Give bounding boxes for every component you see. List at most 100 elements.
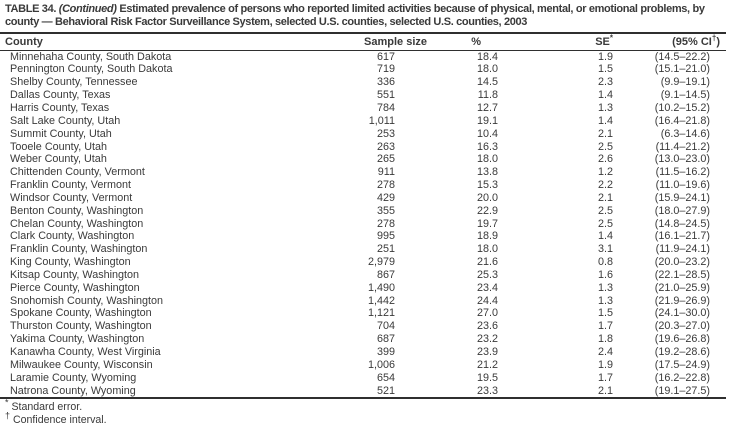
cell-ci: (19.6–26.8) [654,333,710,346]
footnote-marker-dagger: † [5,410,11,421]
cell-ci: (20.3–27.0) [654,320,710,333]
cell-sample-size: 1,121 [367,307,395,320]
cell-sample-size: 995 [376,230,395,243]
cell-ci: (16.1–21.7) [654,230,710,243]
cell-percent: 27.0 [476,307,498,320]
footnote-marker-asterisk: * [5,397,9,408]
footnote-text: Confidence interval. [12,413,107,426]
cell-sample-size: 355 [376,204,395,217]
cell-county: Yakima County, Washington [10,333,145,346]
cell-sample-size: 1,490 [367,281,395,294]
table-row: Windsor County, Vermont 429 20.0 2.1 (15.9–2… [0,192,726,205]
cell-sample-size: 719 [376,63,395,76]
cell-se: 1.7 [597,320,613,333]
table-title: TABLE 34. (Continued) Estimated prevalen… [0,3,732,29]
cell-se: 1.3 [597,281,613,294]
cell-county: Milwaukee County, Wisconsin [10,358,153,371]
cell-se: 3.1 [597,243,613,256]
cell-ci: (18.0–27.9) [654,204,710,217]
cell-percent: 18.0 [476,243,498,256]
cell-ci: (14.5–22.2) [654,50,710,63]
cell-county: Benton County, Washington [10,204,144,217]
cell-county: Pennington County, South Dakota [10,63,173,76]
table-row: Yakima County, Washington 687 23.2 1.8 (19.6… [0,333,726,346]
table-row: Dallas County, Texas 551 11.8 1.4 (9.1–14.5) [0,89,726,102]
cell-se: 1.4 [597,114,613,127]
cell-ci: (15.1–21.0) [654,63,710,76]
cell-county: Weber County, Utah [10,153,107,166]
cell-se: 2.1 [597,127,613,140]
cell-sample-size: 617 [376,50,395,63]
cell-sample-size: 551 [376,89,395,102]
cell-percent: 19.7 [476,217,498,230]
cell-county: Salt Lake County, Utah [10,114,121,127]
cell-sample-size: 521 [341,384,427,400]
cell-sample-size: 278 [376,179,395,192]
cell-ci: (22.1–28.5) [654,268,710,281]
cell-county: Thurston County, Washington [10,320,152,333]
cell-ci: (19.2–28.6) [654,346,710,358]
column-header-percent: % [427,31,503,51]
cell-sample-size: 784 [376,101,395,114]
table-row: Minnehaha County, South Dakota 617 18.4 1.9… [0,50,726,63]
column-header-ci: (95% CI†) [615,31,726,51]
cell-se: 1.3 [597,101,613,114]
table-row: Kitsap County, Washington 867 25.3 1.6 (22.1… [0,269,726,282]
cell-se: 1.2 [597,166,613,179]
cell-percent: 11.8 [477,89,498,102]
cell-percent: 23.4 [476,281,498,294]
cell-county: Tooele County, Utah [10,140,108,153]
cell-sample-size: 429 [376,191,395,204]
table-row: Clark County, Washington 995 18.9 1.4 (16.1–… [0,230,726,243]
table-row: Tooele County, Utah 263 16.3 2.5 (11.4–21.2) [0,141,726,154]
cell-percent: 20.0 [476,191,498,204]
cell-county: Kanawha County, West Virginia [10,346,161,358]
cell-percent: 21.6 [476,256,498,269]
cell-percent: 23.3 [427,384,503,400]
table-row: Chelan County, Washington 278 19.7 2.5 (14.8… [0,218,726,231]
cell-sample-size: 687 [376,333,395,346]
footnote-standard-error: * Standard error. [5,397,732,414]
cell-se: 1.5 [597,307,613,320]
cell-se: 1.6 [597,268,613,281]
cell-county: Laramie County, Wyoming [10,371,137,384]
cell-se: 2.1 [597,191,613,204]
cell-county: Minnehaha County, South Dakota [10,50,172,63]
cell-percent: 22.9 [476,204,498,217]
cell-ci: (9.9–19.1) [660,76,710,89]
cell-ci: (15.9–24.1) [654,191,710,204]
table-row: Pennington County, South Dakota 719 18.0 1.… [0,63,726,76]
cell-percent: 18.4 [476,50,498,63]
table-body: Minnehaha County, South Dakota 617 18.4 1.9… [0,50,726,400]
footnotes: * Standard error. † Confidence interval. [0,397,732,426]
cell-county: Windsor County, Vermont [10,191,133,204]
cell-ci: (13.0–23.0) [654,153,710,166]
cell-percent: 25.3 [476,268,498,281]
cell-sample-size: 654 [376,371,395,384]
cell-sample-size: 1,006 [367,358,395,371]
table-row: Summit County, Utah 253 10.4 2.1 (6.3–14.6) [0,128,726,141]
cell-county: Snohomish County, Washington [10,294,164,307]
cell-percent: 24.4 [476,294,498,307]
cell-ci: (6.3–14.6) [660,127,710,140]
cell-county: Dallas County, Texas [10,89,111,102]
cell-percent: 18.9 [476,230,498,243]
cell-percent: 18.0 [476,63,498,76]
cell-county: Shelby County, Tennessee [10,76,138,89]
cell-county: Franklin County, Vermont [10,179,132,192]
cell-ci: (11.0–19.6) [655,179,710,192]
cell-county: Clark County, Washington [10,230,135,243]
column-header-sample-size: Sample size [341,31,427,51]
cell-ci: (20.0–23.2) [654,256,710,269]
cell-ci: (21.9–26.9) [654,294,710,307]
table-row: Harris County, Texas 784 12.7 1.3 (10.2–15.2… [0,102,726,115]
table-title-continued: (Continued) [58,3,117,15]
cell-percent: 13.8 [476,166,498,179]
table-row: Spokane County, Washington 1,121 27.0 1.5 (2… [0,307,726,320]
cell-sample-size: 399 [376,346,395,358]
cell-percent: 23.2 [476,333,498,346]
cell-se: 1.3 [597,294,613,307]
table-title-prefix: TABLE 34. [5,3,59,15]
table-header: County Sample size % SE* (95% CI†) [0,31,726,51]
cell-ci: (16.4–21.8) [654,114,710,127]
